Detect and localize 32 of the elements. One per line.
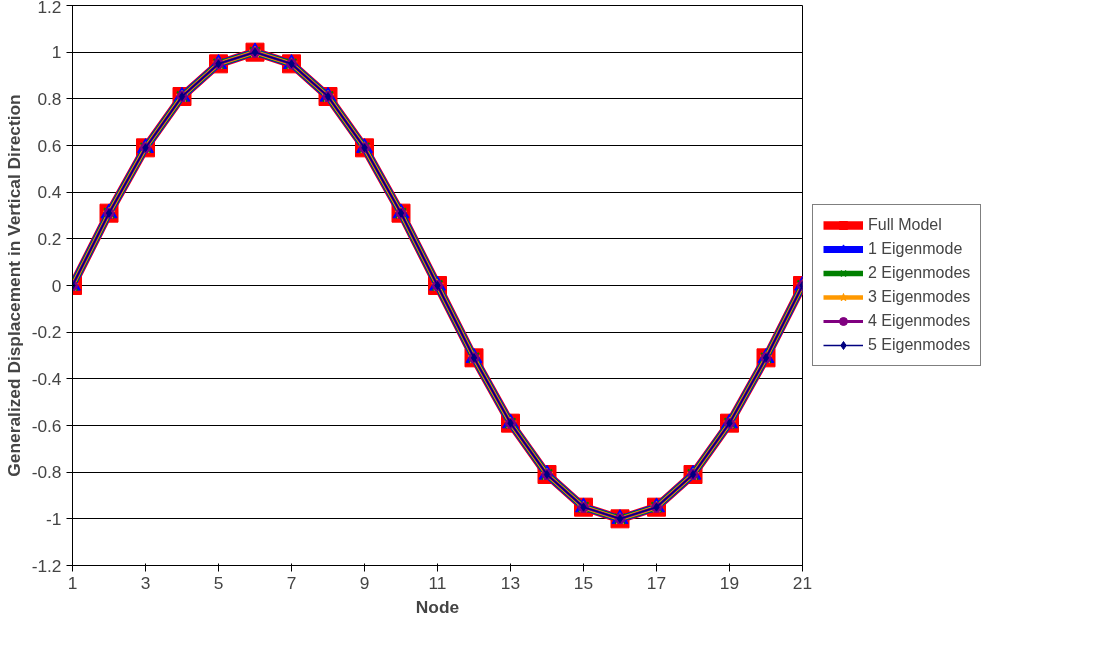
x-tick-label: 5 [213, 572, 224, 593]
y-tick-label: 0.6 [37, 135, 62, 156]
legend-label: 2 Eigenmodes [868, 264, 971, 282]
y-tick-label: 0.4 [37, 182, 62, 203]
y-tick-label: 0.2 [37, 228, 62, 249]
y-tick-label: -1 [46, 508, 62, 529]
legend-label: 3 Eigenmodes [868, 288, 971, 306]
x-tick-label: 1 [67, 572, 78, 593]
y-tick-label: -0.8 [31, 462, 62, 483]
x-tick-label: 9 [359, 572, 370, 593]
x-tick-label: 17 [646, 572, 667, 593]
x-tick-label: 13 [500, 572, 521, 593]
legend-label: 4 Eigenmodes [868, 312, 971, 330]
y-tick-label: 0.8 [37, 88, 62, 109]
legend-label: 1 Eigenmode [868, 240, 963, 258]
y-tick-label: 1.2 [37, 0, 62, 17]
x-tick-label: 19 [719, 572, 740, 593]
legend-label: 5 Eigenmodes [868, 336, 971, 354]
y-tick-label: -1.2 [31, 555, 62, 576]
x-tick-label: 7 [286, 572, 297, 593]
x-tick-label: 3 [140, 572, 151, 593]
y-tick-label: 1 [51, 42, 62, 63]
y-axis-title: Generalized Displacement in Vertical Direction [3, 94, 24, 477]
y-tick-label: -0.4 [31, 368, 62, 389]
x-axis-title: Node [415, 596, 460, 617]
legend-label: Full Model [868, 216, 942, 234]
x-tick-label: 11 [428, 572, 447, 593]
x-tick-label: 21 [792, 572, 813, 593]
y-tick-label: 0 [51, 275, 62, 296]
x-tick-label: 15 [573, 572, 594, 593]
y-tick-label: -0.2 [31, 322, 62, 343]
y-tick-label: -0.6 [31, 415, 62, 436]
